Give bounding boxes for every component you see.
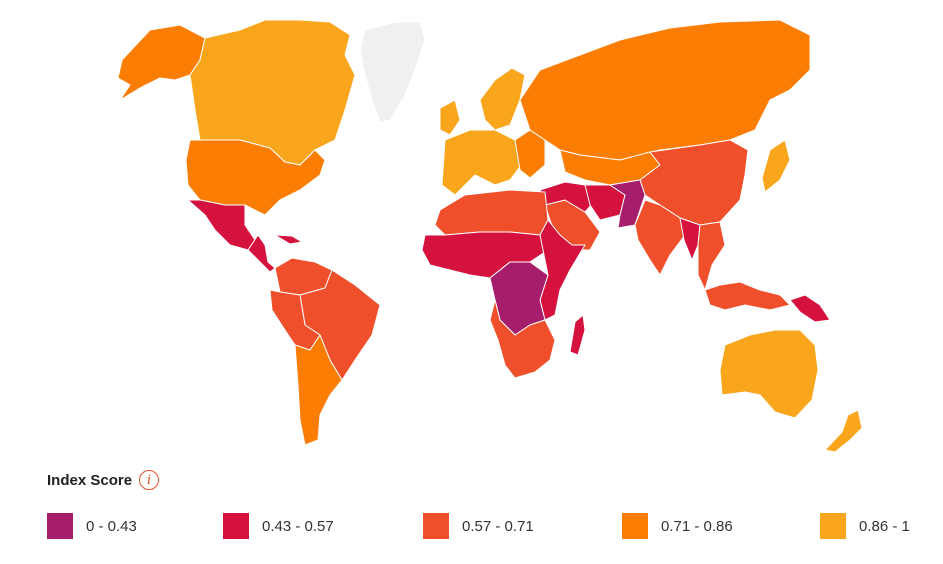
scandinavia-region[interactable] bbox=[479, 67, 526, 131]
legend-swatch-1 bbox=[223, 513, 249, 539]
legend-item-4: 0.86 - 1 bbox=[820, 513, 910, 539]
legend-swatch-0 bbox=[47, 513, 73, 539]
western-europe-region[interactable] bbox=[441, 129, 526, 196]
north-africa-region[interactable] bbox=[434, 189, 549, 236]
central-america-region[interactable] bbox=[247, 234, 276, 273]
legend-title: Index Score bbox=[47, 471, 133, 489]
legend-label-2: 0.57 - 0.71 bbox=[462, 517, 534, 535]
legend: 0 - 0.43 0.43 - 0.57 0.57 - 0.71 0.71 - … bbox=[0, 513, 943, 543]
greenland-region bbox=[359, 21, 426, 123]
afghanistan-pakistan-region[interactable] bbox=[609, 179, 646, 229]
indonesia-region[interactable] bbox=[704, 281, 791, 311]
legend-item-0: 0 - 0.43 bbox=[47, 513, 137, 539]
myanmar-region[interactable] bbox=[679, 217, 701, 261]
madagascar-region[interactable] bbox=[569, 314, 586, 356]
legend-header: Index Score i bbox=[47, 470, 160, 490]
uk-ireland-region[interactable] bbox=[439, 99, 461, 136]
world-map-container bbox=[117, 19, 863, 453]
world-map bbox=[117, 19, 863, 453]
mexico-region[interactable] bbox=[187, 199, 256, 251]
info-icon[interactable]: i bbox=[139, 470, 160, 490]
legend-label-1: 0.43 - 0.57 bbox=[262, 517, 334, 535]
legend-swatch-4 bbox=[820, 513, 846, 539]
legend-item-3: 0.71 - 0.86 bbox=[622, 513, 733, 539]
legend-item-2: 0.57 - 0.71 bbox=[423, 513, 534, 539]
japan-region[interactable] bbox=[761, 139, 791, 193]
india-region[interactable] bbox=[634, 199, 686, 276]
alaska-region[interactable] bbox=[117, 24, 206, 101]
legend-item-1: 0.43 - 0.57 bbox=[223, 513, 334, 539]
legend-label-3: 0.71 - 0.86 bbox=[661, 517, 733, 535]
papua-new-guinea-region[interactable] bbox=[789, 294, 831, 323]
cuba-region[interactable] bbox=[274, 234, 303, 245]
southeast-asia-region[interactable] bbox=[697, 221, 726, 291]
legend-label-4: 0.86 - 1 bbox=[859, 517, 910, 535]
southern-africa-region[interactable] bbox=[489, 299, 556, 379]
new-zealand-region[interactable] bbox=[824, 409, 863, 453]
legend-swatch-3 bbox=[622, 513, 648, 539]
russia-region[interactable] bbox=[519, 19, 811, 161]
usa-region[interactable] bbox=[185, 139, 326, 216]
legend-label-0: 0 - 0.43 bbox=[86, 517, 137, 535]
canada-region[interactable] bbox=[189, 19, 356, 166]
legend-swatch-2 bbox=[423, 513, 449, 539]
southern-cone-region[interactable] bbox=[294, 334, 343, 446]
australia-region[interactable] bbox=[719, 329, 819, 419]
